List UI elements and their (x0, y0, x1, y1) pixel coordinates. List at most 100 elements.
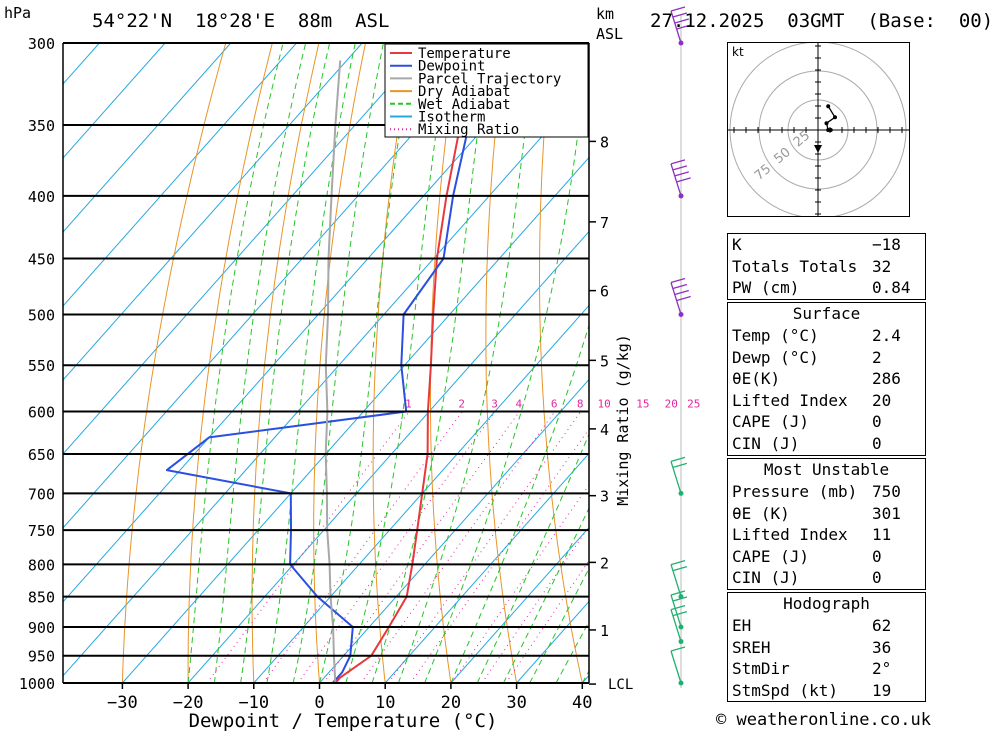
x-axis-title: Dewpoint / Temperature (°C) (189, 710, 498, 732)
pressure-tick-label: 950 (28, 648, 55, 666)
surface-label: Temp (°C) (732, 326, 819, 345)
surface-label: Lifted Index (732, 390, 848, 410)
mixing-ratio-line (262, 411, 463, 683)
mixing-ratio-line (388, 411, 582, 683)
mixing-ratio-label: 6 (551, 397, 558, 410)
mixing-ratio-label: 1 (405, 397, 412, 410)
dewpoint-line (165, 43, 489, 683)
most-unstable-value: 11 (872, 525, 892, 545)
pressure-tick-label: 1000 (19, 675, 55, 693)
pw-value: 0.84 (872, 278, 911, 298)
x-tick-label: 40 (572, 693, 592, 713)
mixing-ratio-label: 20 (665, 397, 678, 410)
legend-label: Mixing Ratio (418, 122, 519, 138)
height-unit-label-asl: ASL (596, 25, 624, 43)
hodograph-label: SREH (732, 637, 771, 657)
surface-row: CIN (J) 0 (728, 433, 925, 455)
legend-label: Temperature (418, 46, 511, 62)
wind-barb (670, 590, 688, 628)
hodograph-unit: kt (732, 45, 744, 59)
mixing-ratio-label: 3 (491, 397, 498, 410)
isotherm-line (122, 156, 589, 683)
hodograph-label: EH (732, 616, 752, 635)
hodograph-rows: EH 62 SREH 36 StmDir 2° StmSpd (kt) 19 (728, 615, 925, 701)
surface-value: 0 (872, 433, 882, 453)
most-unstable-row: Pressure (mb) 750 (728, 481, 925, 503)
storm-motion-marker (814, 145, 822, 153)
isotherm-line (63, 82, 589, 677)
hodograph-value: 19 (872, 680, 892, 700)
surface-label: CIN (J) (732, 433, 800, 453)
isotherm-line (63, 43, 297, 307)
mixing-ratio-label: 8 (577, 397, 584, 410)
legend-label: Dewpoint (418, 59, 485, 75)
hodograph-value: 2° (872, 659, 892, 679)
pressure-unit-label: hPa (4, 4, 32, 22)
height-tick-label: 5 (600, 352, 609, 370)
height-tick-label: 7 (600, 214, 609, 232)
isotherm-line (384, 452, 589, 683)
totals-label: Totals Totals (732, 256, 858, 276)
surface-title: Surface (792, 304, 861, 323)
most-unstable-title: Most Unstable (763, 460, 890, 479)
height-unit-label: km (596, 5, 615, 23)
totals-row: Totals Totals 32 (728, 256, 925, 278)
hodograph-title: Hodograph (783, 594, 870, 613)
wind-barb (670, 6, 691, 44)
hodograph-row: StmDir 2° (728, 658, 925, 680)
hodograph-point (824, 121, 829, 126)
isotherm-line (63, 43, 232, 233)
pw-label: PW (cm) (732, 278, 800, 298)
wind-barb (670, 159, 691, 197)
wet-adiabat-line (240, 43, 331, 683)
wind-barb (670, 277, 691, 315)
legend-box (384, 43, 589, 138)
totals-value: 32 (872, 256, 892, 276)
isotherm-line (450, 526, 589, 683)
legend-label: Wet Adiabat (418, 97, 511, 113)
x-tick-label: 20 (441, 693, 461, 713)
surface-value: 2.4 (872, 326, 901, 345)
x-tick-label: 10 (375, 693, 395, 713)
pressure-tick-label: 600 (28, 403, 55, 421)
surface-table: Surface Temp (°C) 2.4 Dewp (°C) 2 θE(K) 286 Li… (727, 302, 926, 456)
legend-label: Isotherm (418, 110, 485, 126)
surface-label: CAPE (J) (732, 412, 810, 432)
most-unstable-label: θE (K) (732, 503, 790, 523)
pressure-tick-label: 700 (28, 485, 55, 503)
hodograph-ring-label: 50 (771, 145, 793, 167)
mixing-ratio-line (505, 559, 589, 683)
surface-value: 286 (872, 369, 901, 389)
mixing-ratio-line (410, 428, 589, 683)
most-unstable-value: 0 (872, 568, 882, 588)
most-unstable-row: θE (K) 301 (728, 503, 925, 525)
x-tick-label: −10 (238, 693, 269, 713)
hodograph-row: SREH 36 (728, 637, 925, 659)
surface-value: 2 (872, 347, 882, 367)
legend-label: Parcel Trajectory (418, 71, 561, 87)
height-tick-label: 8 (600, 133, 609, 151)
most-unstable-rows: Pressure (mb) 750 θE (K) 301 Lifted Index 11 C… (728, 481, 925, 589)
surface-row: Temp (°C) 2.4 (728, 325, 925, 347)
hodograph-row: StmSpd (kt) 19 (728, 680, 925, 702)
surface-value: 20 (872, 390, 892, 410)
isotherm-line (319, 378, 589, 683)
most-unstable-row: CAPE (J) 0 (728, 546, 925, 568)
surface-rows: Temp (°C) 2.4 Dewp (°C) 2 θE(K) 286 Lifted Ind… (728, 325, 925, 455)
most-unstable-row: CIN (J) 0 (728, 567, 925, 589)
most-unstable-label: CAPE (J) (732, 546, 810, 566)
indices-table: K −18 Totals Totals 32 PW (cm) 0.84 (727, 233, 926, 300)
hodograph-point (833, 115, 837, 120)
most-unstable-table: Most Unstable Pressure (mb) 750 θE (K) 301 L… (727, 458, 926, 590)
dry-adiabat-line (121, 43, 227, 683)
height-tick-label: 3 (600, 488, 609, 506)
wet-adiabat-line (450, 323, 589, 683)
hodograph-value: 62 (872, 616, 892, 635)
height-tick-label: 6 (600, 283, 609, 301)
lcl-label: LCL (608, 677, 633, 693)
surface-label: Dewp (°C) (732, 347, 819, 367)
k-index-value: −18 (872, 235, 901, 254)
pressure-tick-label: 400 (28, 188, 55, 206)
k-index-row: K −18 (728, 234, 925, 256)
wet-adiabat-line (503, 507, 589, 683)
